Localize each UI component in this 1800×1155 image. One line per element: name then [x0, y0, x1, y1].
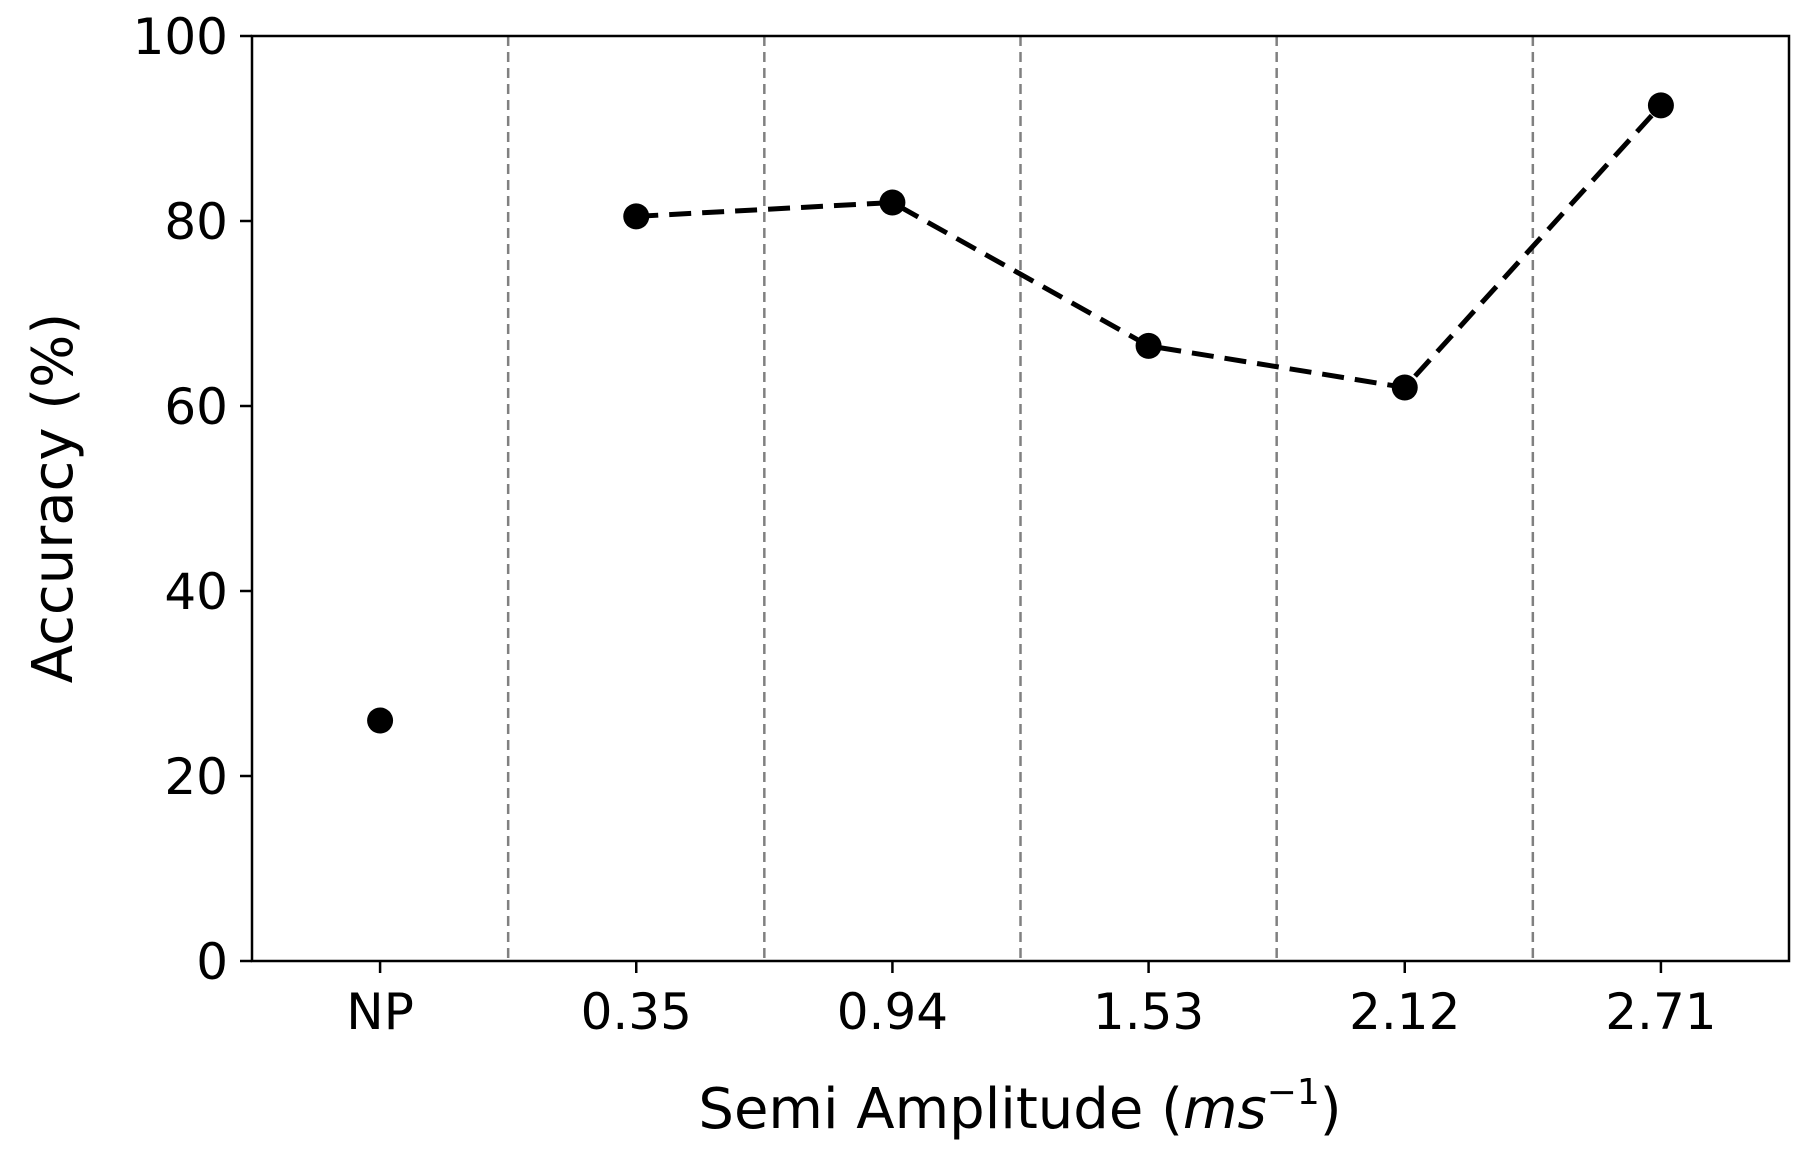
y-tick-label: 80: [164, 193, 228, 251]
data-points: [367, 92, 1674, 734]
x-tick-label: 2.12: [1349, 983, 1460, 1041]
data-point: [623, 203, 650, 230]
x-tick-label: 2.71: [1605, 983, 1716, 1041]
y-tick-label: 0: [196, 933, 228, 991]
plot-frame: [250, 34, 1791, 963]
category-separators: [506, 36, 1535, 961]
data-point: [1391, 374, 1418, 401]
x-axis-label: Semi Amplitude (ms−1): [698, 1072, 1341, 1142]
series-line: [636, 103, 1663, 391]
data-point: [367, 707, 394, 734]
y-tick-label: 40: [164, 563, 228, 621]
data-point: [1135, 332, 1162, 359]
x-tick-label: NP: [346, 983, 414, 1041]
x-axis-label-var: ms: [1183, 1077, 1267, 1142]
x-axis-label-close: ): [1320, 1077, 1342, 1142]
x-axis: NP 0.35 0.94 1.53 2.12 2.71: [346, 961, 1717, 1041]
data-point: [1647, 92, 1674, 119]
y-tick-label: 60: [164, 378, 228, 436]
data-point: [879, 189, 906, 216]
x-axis-label-main: Semi Amplitude (: [698, 1077, 1183, 1142]
x-tick-label: 0.94: [837, 983, 948, 1041]
y-axis-label: Accuracy (%): [21, 313, 86, 683]
x-tick-label: 1.53: [1093, 983, 1204, 1041]
y-tick-label: 100: [133, 8, 228, 66]
y-axis: 0 20 40 60 80 100: [133, 8, 252, 991]
x-axis-label-sup: −1: [1267, 1072, 1320, 1113]
x-tick-label: 0.35: [581, 983, 692, 1041]
y-tick-label: 20: [164, 748, 228, 806]
